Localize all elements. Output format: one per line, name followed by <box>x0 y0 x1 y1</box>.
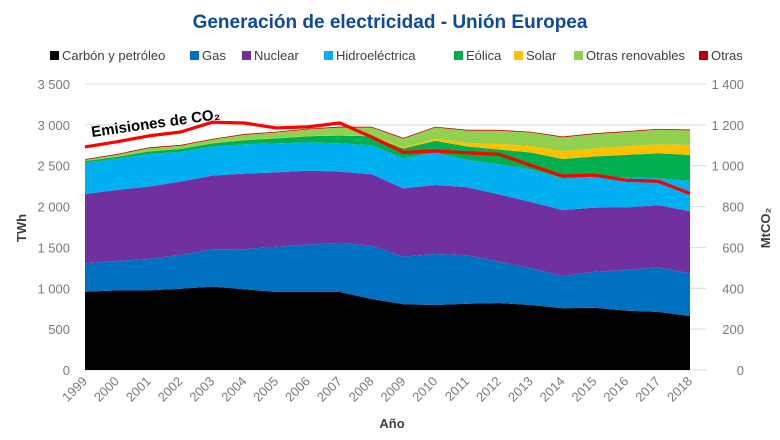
x-tick-label: 2012 <box>473 374 504 405</box>
x-tick-label: 2006 <box>282 374 313 405</box>
area-gas <box>85 242 690 317</box>
legend-swatch <box>190 51 199 60</box>
legend-item: Hidroeléctrica <box>324 48 416 63</box>
x-tick-label: 1999 <box>59 374 90 405</box>
x-tick-label: 2016 <box>600 374 631 405</box>
legend-label: Carbón y petróleo <box>62 48 165 63</box>
y2-tick-label: 600 <box>722 240 744 255</box>
y-tick-label: 0 <box>63 363 70 378</box>
x-tick-label: 2011 <box>442 374 472 404</box>
y2-tick-label: 1 200 <box>711 118 744 133</box>
x-tick-label: 2018 <box>664 374 695 405</box>
area-carbón-y-petróleo <box>85 286 690 370</box>
y2-tick-label: 200 <box>722 322 744 337</box>
legend-item: Eólica <box>454 48 502 63</box>
legend-swatch <box>514 51 523 60</box>
x-tick-label: 2013 <box>505 374 536 405</box>
y-axis-label: TWh <box>14 214 29 242</box>
emissions-line-group <box>84 120 691 195</box>
legend-item: Carbón y petróleo <box>50 48 165 63</box>
y2-tick-label: 400 <box>722 281 744 296</box>
stacked-areas <box>85 126 690 370</box>
chart-title: Generación de electricidad - Unión Europ… <box>193 12 588 33</box>
x-tick-label: 2007 <box>314 374 345 405</box>
legend-swatch <box>574 51 583 60</box>
y-tick-label: 1 500 <box>37 240 70 255</box>
y2-tick-label: 1 400 <box>711 77 744 92</box>
legend-label: Otras renovables <box>586 48 685 63</box>
area-otras-renovables <box>85 127 690 161</box>
legend-swatch <box>242 51 251 60</box>
y2-tick-label: 0 <box>737 363 744 378</box>
y2-tick-label: 800 <box>722 200 744 215</box>
y2-axis-label: MtCO₂ <box>758 208 773 249</box>
legend: Carbón y petróleo Gas Nuclear Hidroeléctric… <box>50 48 743 63</box>
legend-label: Otras <box>711 48 743 63</box>
area-hidroeléctrica <box>85 142 690 212</box>
x-axis-ticks: 1999 2000 2001 2002 2003 2004 2005 2006 2007 2008… <box>59 374 695 405</box>
x-tick-label: 2009 <box>377 374 408 405</box>
x-tick-label: 2002 <box>155 374 186 405</box>
x-tick-label: 2015 <box>569 374 600 405</box>
legend-label: Solar <box>526 48 557 63</box>
legend-item: Nuclear <box>242 48 299 63</box>
x-tick-label: 2000 <box>91 374 122 405</box>
legend-item: Solar <box>514 48 557 63</box>
legend-label: Gas <box>202 48 226 63</box>
y-tick-label: 3 000 <box>37 118 70 133</box>
y-tick-label: 500 <box>48 322 70 337</box>
y-tick-label: 2 000 <box>37 200 70 215</box>
legend-label: Eólica <box>466 48 502 63</box>
legend-item: Otras renovables <box>574 48 685 63</box>
legend-swatch <box>699 51 708 60</box>
y2-tick-label: 1 000 <box>711 159 744 174</box>
legend-swatch <box>50 51 59 60</box>
x-tick-label: 2003 <box>186 374 217 405</box>
right-axis-ticks: 0 200 400 600 800 1 000 1 200 1 400 <box>711 77 744 378</box>
legend-swatch <box>454 51 463 60</box>
y-tick-label: 1 000 <box>37 281 70 296</box>
x-tick-label: 2001 <box>123 374 154 405</box>
x-tick-label: 2017 <box>632 374 663 405</box>
y-tick-label: 3 500 <box>37 77 70 92</box>
x-tick-label: 2008 <box>346 374 377 405</box>
x-tick-label: 2014 <box>537 374 568 405</box>
legend-label: Hidroeléctrica <box>336 48 416 63</box>
area-nuclear <box>85 170 690 277</box>
legend-item: Otras <box>699 48 743 63</box>
left-axis-ticks: 0 500 1 000 1 500 2 000 2 500 3 000 3 500 <box>37 77 70 378</box>
x-tick-label: 2004 <box>218 374 249 405</box>
y-tick-label: 2 500 <box>37 159 70 174</box>
emissions-line <box>84 120 691 195</box>
x-axis-label: Año <box>379 416 404 431</box>
legend-label: Nuclear <box>254 48 299 63</box>
x-tick-label: 2005 <box>250 374 281 405</box>
legend-swatch <box>324 51 333 60</box>
legend-item: Gas <box>190 48 226 63</box>
x-tick-label: 2010 <box>409 374 440 405</box>
